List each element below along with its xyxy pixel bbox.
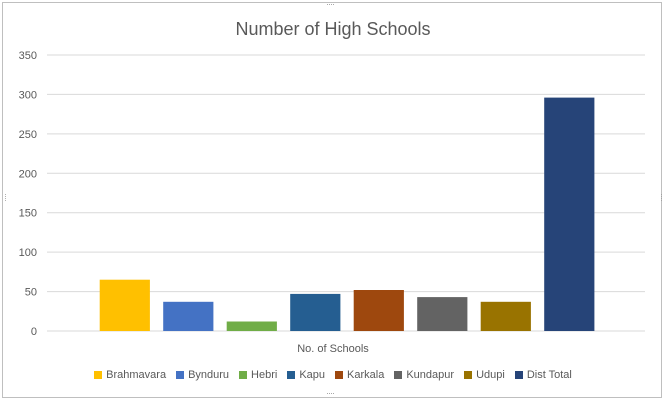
y-tick-label: 350: [19, 50, 37, 62]
y-tick-label: 200: [19, 168, 37, 180]
legend-label: Kapu: [299, 369, 326, 381]
legend-item-kapu[interactable]: Kapu: [287, 369, 325, 381]
legend: Brahmavara Bynduru Hebri Kapu Karkala Kundapu…: [3, 369, 663, 381]
legend-item-dist-total[interactable]: Dist Total: [514, 369, 572, 381]
resize-handle-left[interactable]: ····: [1, 193, 11, 201]
legend-label: Brahmavara: [106, 369, 167, 381]
legend-item-hebri[interactable]: Hebri: [239, 369, 277, 381]
y-tick-label: 300: [19, 89, 37, 101]
legend-swatch: [394, 371, 403, 379]
y-tick-label: 0: [31, 326, 37, 338]
legend-label: Kundapur: [406, 369, 455, 381]
y-tick-label: 100: [19, 247, 37, 259]
x-axis-label: No. of Schools: [297, 343, 369, 355]
y-tick-label: 50: [25, 287, 37, 299]
legend-item-bynduru[interactable]: Bynduru: [176, 369, 229, 381]
bar-kapu[interactable]: [290, 293, 341, 331]
legend-item-karkala[interactable]: Karkala: [335, 369, 384, 381]
resize-handle-bottom[interactable]: ····: [326, 388, 335, 398]
legend-item-brahmavara[interactable]: Brahmavara: [94, 369, 166, 381]
legend-label: Udupi: [476, 369, 505, 381]
legend-swatch: [176, 371, 185, 379]
legend-swatch: [94, 371, 103, 379]
legend-label: Bynduru: [188, 369, 230, 381]
legend-label: Karkala: [347, 369, 385, 381]
bar-dist-total[interactable]: [544, 97, 595, 331]
y-tick-label: 150: [19, 208, 37, 220]
bar-udupi[interactable]: [480, 301, 531, 331]
resize-handle-right[interactable]: ····: [657, 193, 667, 201]
plot-area: 0 50 100 150 200 250 300 350: [19, 50, 645, 338]
bar-hebri[interactable]: [226, 321, 277, 332]
legend-label: Hebri: [251, 369, 278, 381]
legend-swatch: [287, 371, 296, 379]
bar-karkala[interactable]: [353, 290, 404, 331]
legend-item-udupi[interactable]: Udupi: [464, 369, 505, 381]
resize-handle-top[interactable]: ····: [326, 0, 335, 9]
legend-swatch: [464, 371, 473, 379]
legend-label: Dist Total: [526, 369, 572, 381]
legend-item-kundapur[interactable]: Kundapur: [394, 369, 454, 381]
legend-swatch: [239, 371, 248, 379]
legend-swatch: [514, 371, 523, 379]
bar-bynduru[interactable]: [163, 301, 214, 331]
legend-swatch: [335, 371, 344, 379]
chart-title: Number of High Schools: [235, 19, 431, 39]
bar-brahmavara[interactable]: [99, 279, 150, 331]
y-tick-label: 250: [19, 129, 37, 141]
bar-kundapur[interactable]: [417, 297, 468, 331]
